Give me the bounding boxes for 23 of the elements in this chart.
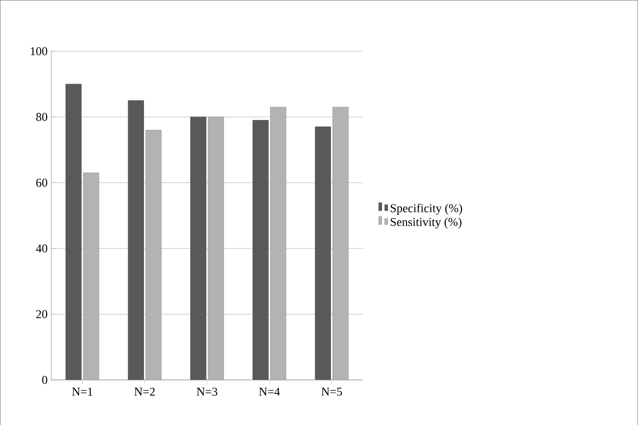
y-tick-label: 0 (42, 376, 48, 384)
bar (66, 84, 82, 380)
y-tick-label: 20 (36, 310, 48, 318)
bar (314, 126, 331, 380)
bar (190, 116, 206, 380)
x-tick-label: N=4 (259, 387, 280, 396)
bar (270, 106, 286, 380)
y-tick-label: 60 (36, 178, 48, 186)
x-tick-label: N=3 (196, 387, 218, 396)
y-tick-label: 80 (36, 112, 48, 121)
bar (83, 172, 100, 380)
x-tick-label: N=5 (321, 387, 342, 396)
y-tick-label: 100 (30, 46, 48, 55)
legend-label: Specificity (%) (390, 203, 462, 214)
bar (252, 120, 269, 380)
y-tick-label: 40 (36, 244, 48, 252)
x-tick-label: N=2 (134, 387, 155, 396)
x-tick-label: N=1 (72, 387, 92, 396)
bar (208, 116, 224, 380)
bar (332, 106, 349, 380)
bar (128, 100, 144, 380)
bar (146, 130, 162, 380)
legend-label: Sensitivity (%) (390, 217, 462, 228)
